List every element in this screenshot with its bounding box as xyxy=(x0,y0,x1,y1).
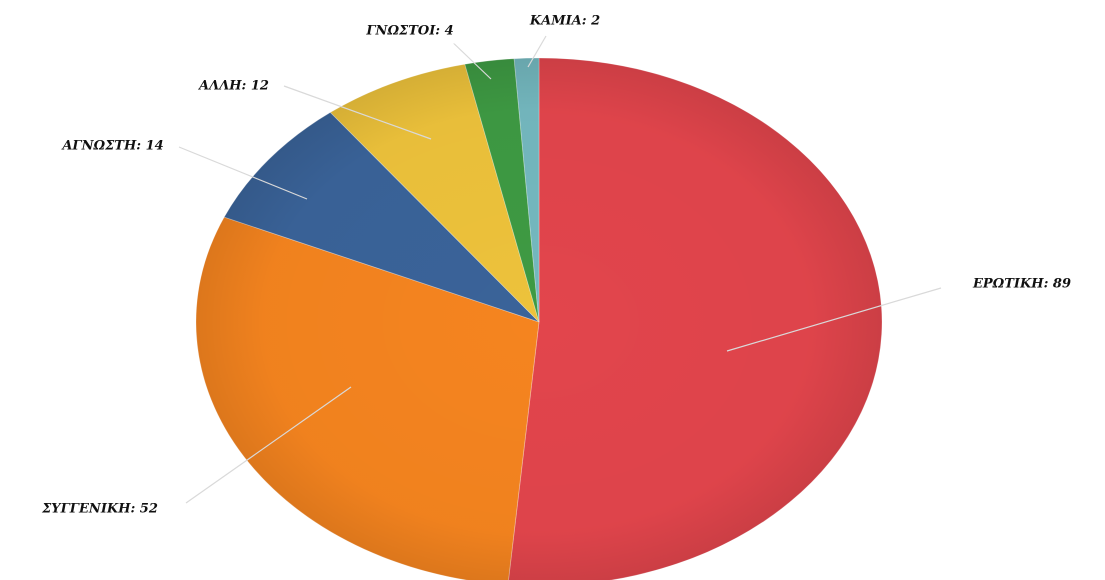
data-label: ΣΥΓΓΕΝΙΚΗ: 52 xyxy=(41,502,158,517)
leader-line xyxy=(283,85,432,140)
data-label-background xyxy=(520,8,609,34)
leader-line xyxy=(178,146,308,200)
data-label: ΚΑΜΙΑ: 2 xyxy=(529,14,600,29)
leader-line xyxy=(527,35,547,68)
data-label: ΓΝΩΣΤΟΙ: 4 xyxy=(365,24,453,39)
data-label-background xyxy=(963,271,1080,297)
data-labels: ΕΡΩΤΙΚΗ: 89 ΣΥΓΓΕΝΙΚΗ: 52 ΑΓΝΩΣΤΗ: 14 ΑΛΛΗ:… xyxy=(33,8,1080,522)
data-label: ΕΡΩΤΙΚΗ: 89 xyxy=(972,277,1071,292)
data-label: ΑΛΛΗ: 12 xyxy=(197,79,269,94)
data-label-background xyxy=(357,18,462,44)
pie-shading xyxy=(196,58,882,580)
data-label-background xyxy=(33,496,166,522)
leader-lines xyxy=(178,35,942,504)
leader-line xyxy=(726,287,942,352)
leader-line xyxy=(185,386,352,504)
data-label-background xyxy=(52,133,172,159)
data-label-background xyxy=(189,73,277,99)
data-label: ΑΓΝΩΣΤΗ: 14 xyxy=(60,139,163,154)
